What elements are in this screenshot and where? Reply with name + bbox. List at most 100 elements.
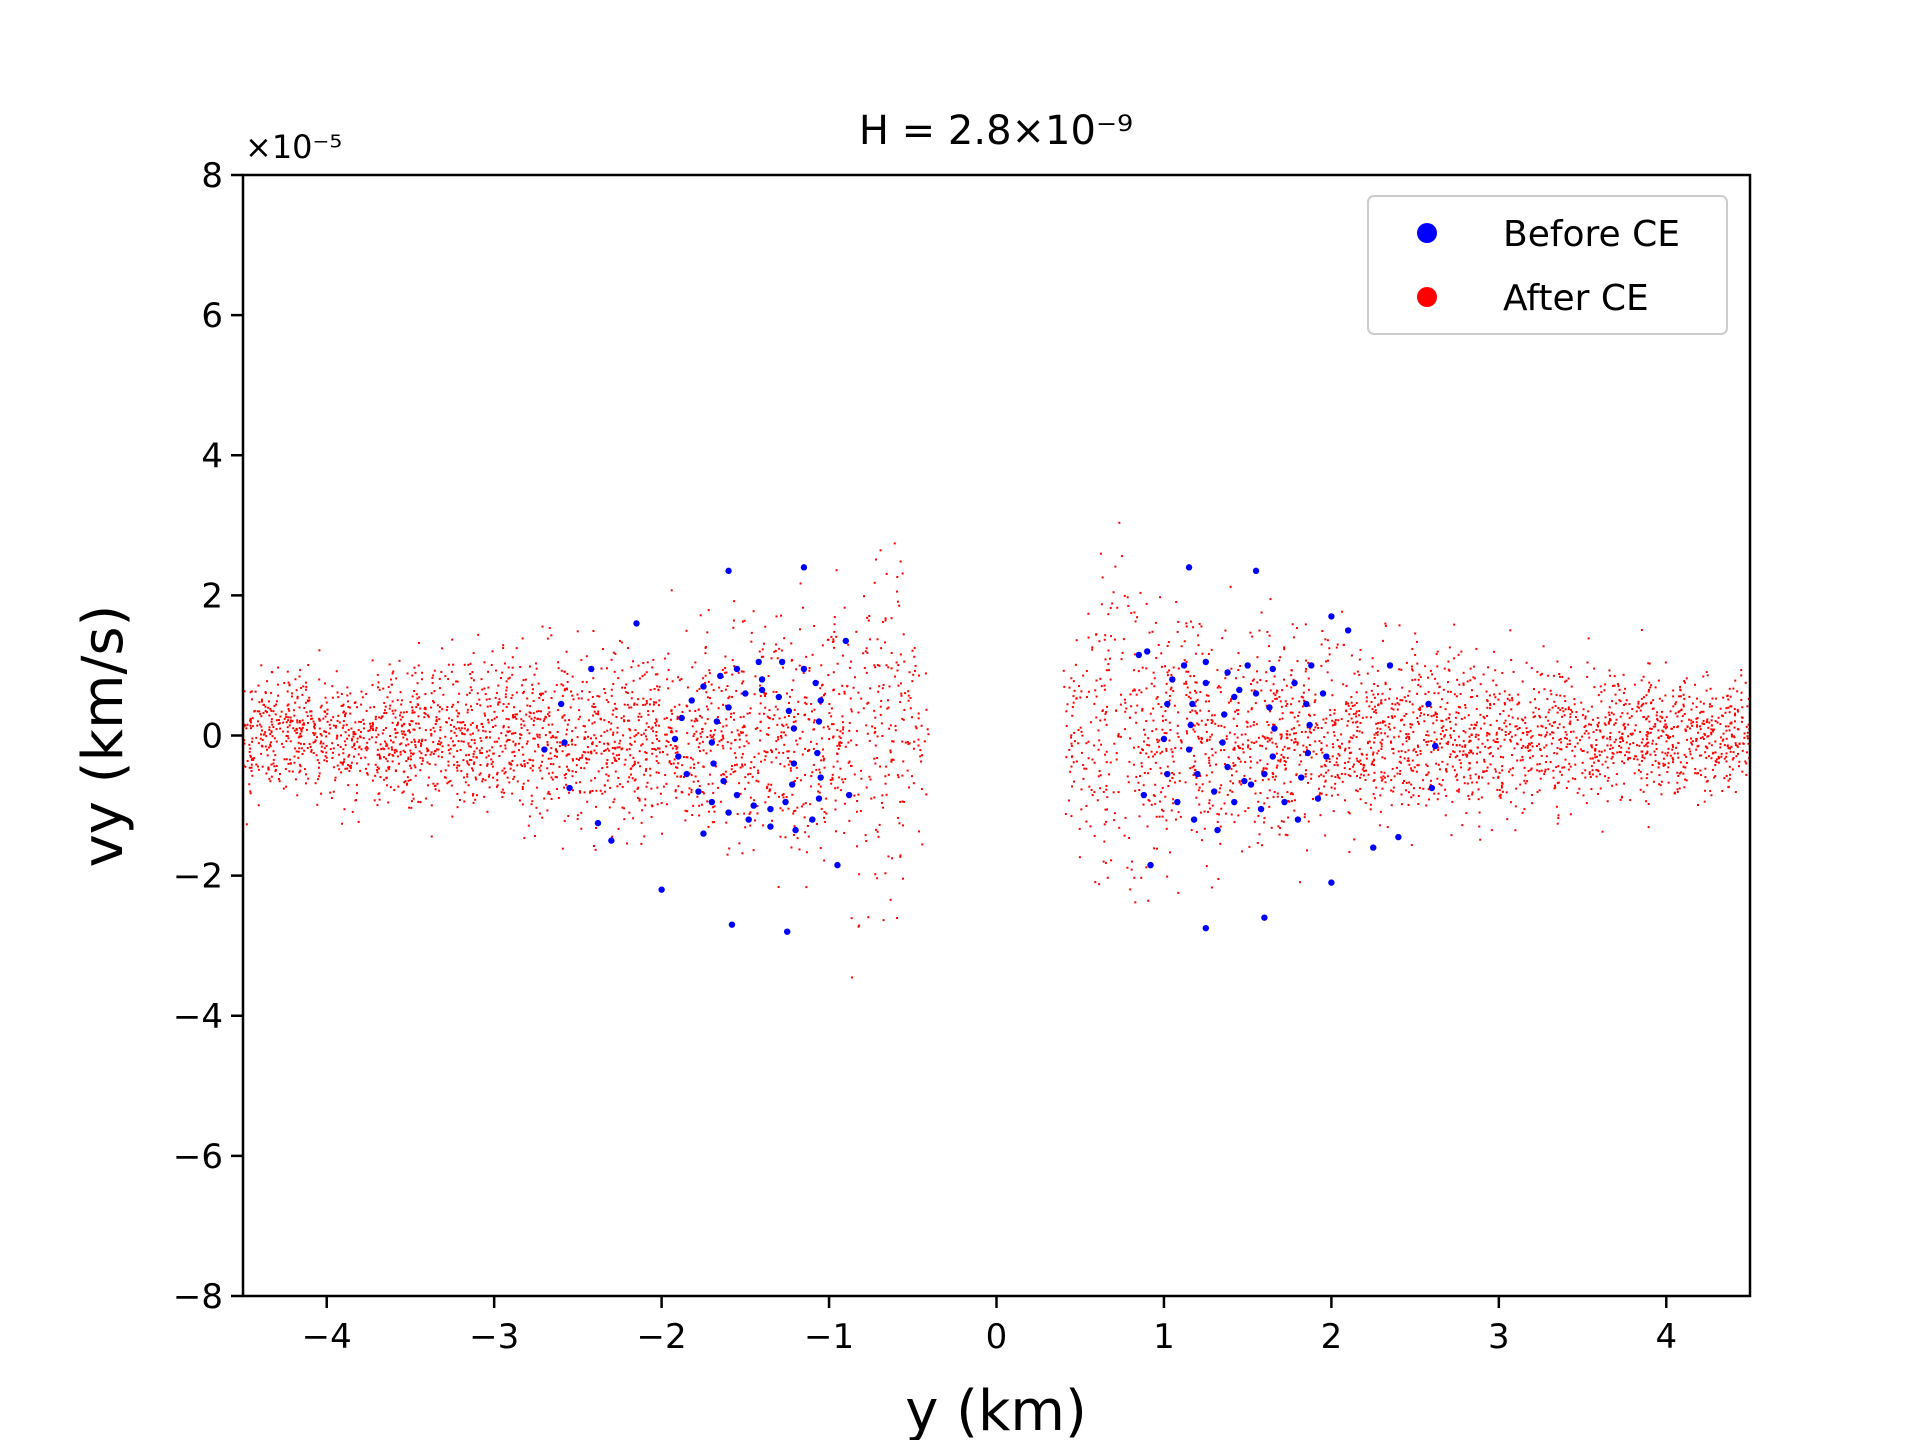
after-ce-point xyxy=(821,644,824,647)
after-ce-point xyxy=(743,619,746,622)
after-ce-point xyxy=(792,679,795,682)
after-ce-point xyxy=(1192,765,1195,768)
after-ce-point xyxy=(383,756,386,759)
after-ce-point xyxy=(1649,753,1652,756)
after-ce-point xyxy=(803,696,806,699)
after-ce-point xyxy=(1095,633,1098,636)
after-ce-point xyxy=(1356,760,1359,763)
after-ce-point xyxy=(667,726,670,729)
after-ce-point xyxy=(1711,730,1714,733)
after-ce-point xyxy=(1370,701,1373,704)
after-ce-point xyxy=(613,756,616,759)
after-ce-point xyxy=(783,765,786,768)
after-ce-point xyxy=(1595,775,1598,778)
after-ce-point xyxy=(579,791,582,794)
after-ce-point xyxy=(912,782,915,785)
after-ce-point xyxy=(1465,812,1468,815)
after-ce-point xyxy=(1238,746,1241,749)
after-ce-point xyxy=(808,749,811,752)
after-ce-point xyxy=(486,705,489,708)
after-ce-point xyxy=(1519,783,1522,786)
after-ce-point xyxy=(598,695,601,698)
after-ce-point xyxy=(744,826,747,829)
after-ce-point xyxy=(1699,728,1702,731)
after-ce-point xyxy=(1675,701,1678,704)
after-ce-point xyxy=(1678,787,1681,790)
after-ce-point xyxy=(1325,744,1328,747)
after-ce-point xyxy=(1346,724,1349,727)
after-ce-point xyxy=(793,810,796,813)
after-ce-point xyxy=(490,719,493,722)
after-ce-point xyxy=(1305,746,1308,749)
after-ce-point xyxy=(1138,789,1141,792)
after-ce-point xyxy=(532,688,535,691)
after-ce-point xyxy=(857,793,860,796)
after-ce-point xyxy=(1123,594,1126,597)
after-ce-point xyxy=(403,781,406,784)
after-ce-point xyxy=(1255,723,1258,726)
after-ce-point xyxy=(1740,720,1743,723)
after-ce-point xyxy=(1593,667,1596,670)
after-ce-point xyxy=(458,692,461,695)
after-ce-point xyxy=(644,735,647,738)
after-ce-point xyxy=(1619,740,1622,743)
after-ce-point xyxy=(1170,686,1173,689)
after-ce-point xyxy=(1298,724,1301,727)
after-ce-point xyxy=(1633,729,1636,732)
after-ce-point xyxy=(1655,714,1658,717)
after-ce-point xyxy=(1438,783,1441,786)
after-ce-point xyxy=(617,776,620,779)
after-ce-point xyxy=(1714,775,1717,778)
after-ce-point xyxy=(1406,735,1409,738)
after-ce-point xyxy=(1710,744,1713,747)
after-ce-point xyxy=(386,696,389,699)
after-ce-point xyxy=(1437,692,1440,695)
after-ce-point xyxy=(1584,715,1587,718)
after-ce-point xyxy=(293,729,296,732)
after-ce-point xyxy=(1736,744,1739,747)
after-ce-point xyxy=(644,729,647,732)
after-ce-point xyxy=(1236,736,1239,739)
after-ce-point xyxy=(489,705,492,708)
after-ce-point xyxy=(1135,693,1138,696)
after-ce-point xyxy=(782,796,785,799)
after-ce-point xyxy=(1411,703,1414,706)
after-ce-point xyxy=(1413,748,1416,751)
after-ce-point xyxy=(1684,766,1687,769)
after-ce-point xyxy=(460,769,463,772)
after-ce-point xyxy=(1351,705,1354,708)
after-ce-point xyxy=(1457,790,1460,793)
after-ce-point xyxy=(1472,665,1475,668)
after-ce-point xyxy=(600,667,603,670)
after-ce-point xyxy=(1390,741,1393,744)
after-ce-point xyxy=(1300,760,1303,763)
after-ce-point xyxy=(789,769,792,772)
after-ce-point xyxy=(1247,744,1250,747)
after-ce-point xyxy=(1215,763,1218,766)
after-ce-point xyxy=(538,733,541,736)
after-ce-point xyxy=(269,707,272,710)
after-ce-point xyxy=(1159,596,1162,599)
after-ce-point xyxy=(1611,746,1614,749)
after-ce-point xyxy=(1656,711,1659,714)
after-ce-point xyxy=(1538,789,1541,792)
after-ce-point xyxy=(1697,744,1700,747)
after-ce-point xyxy=(1340,733,1343,736)
after-ce-point xyxy=(1576,742,1579,745)
after-ce-point xyxy=(1070,734,1073,737)
after-ce-point xyxy=(266,754,269,757)
after-ce-point xyxy=(568,753,571,756)
after-ce-point xyxy=(285,740,288,743)
after-ce-point xyxy=(904,741,907,744)
after-ce-point xyxy=(732,771,735,774)
after-ce-point xyxy=(1672,689,1675,692)
after-ce-point xyxy=(277,778,280,781)
after-ce-point xyxy=(1740,698,1743,701)
after-ce-point xyxy=(260,752,263,755)
after-ce-point xyxy=(1259,759,1262,762)
after-ce-point xyxy=(1643,745,1646,748)
after-ce-point xyxy=(1417,683,1420,686)
after-ce-point xyxy=(1459,692,1462,695)
after-ce-point xyxy=(906,769,909,772)
after-ce-point xyxy=(1205,730,1208,733)
